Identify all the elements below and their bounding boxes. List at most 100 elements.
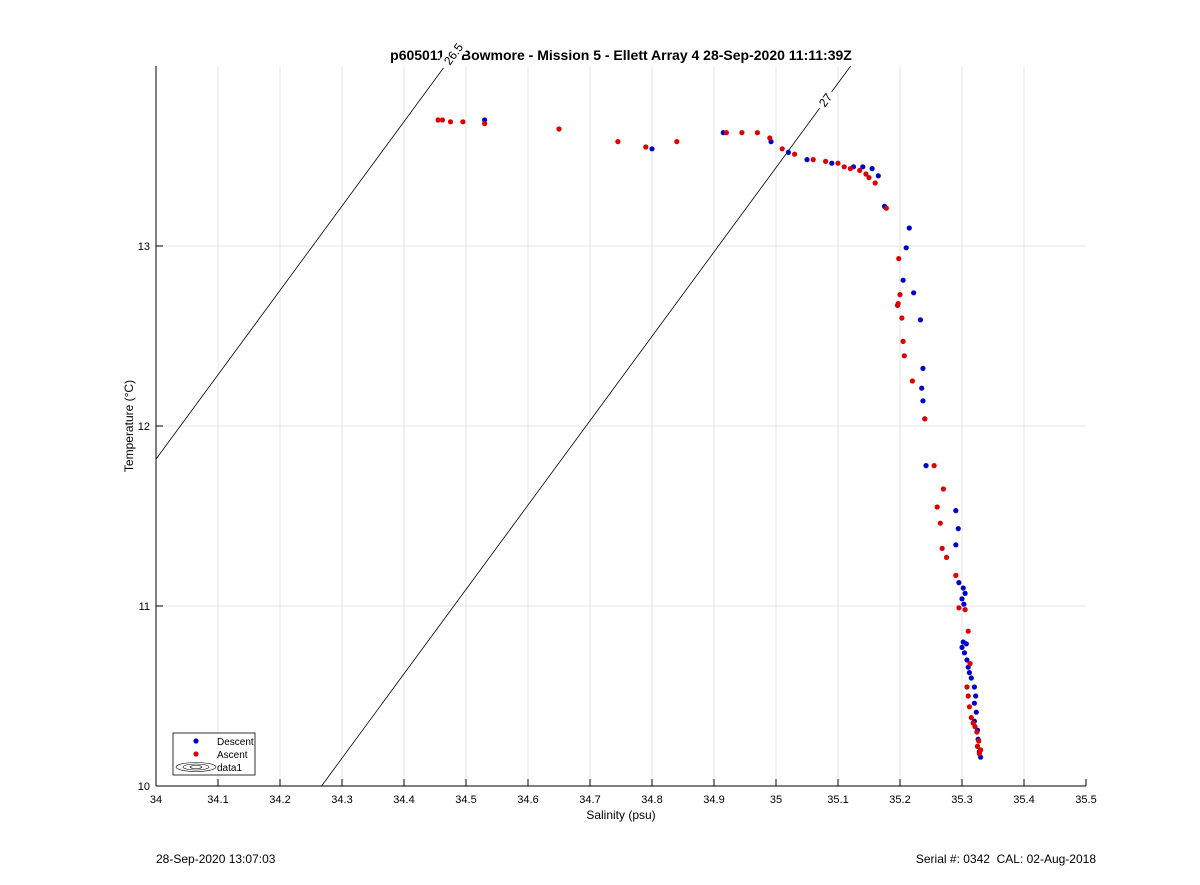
ascent-point	[976, 738, 982, 744]
ascent-point	[900, 338, 906, 344]
y-tick-label: 10	[138, 781, 150, 793]
descent-point	[959, 596, 965, 602]
descent-point	[963, 641, 969, 647]
ascent-point	[841, 164, 847, 170]
x-tick-label: 35.2	[889, 794, 910, 806]
ascent-point	[965, 628, 971, 634]
ascent-point	[435, 117, 441, 123]
ascent-point	[939, 545, 945, 552]
descent-point	[917, 317, 924, 323]
grid-lines	[156, 66, 1086, 786]
ascent-point	[767, 135, 773, 141]
x-tick-label: 35.1	[827, 794, 848, 806]
contour-line-27	[321, 65, 851, 787]
ascent-point	[754, 130, 761, 136]
ascent-point	[934, 504, 940, 510]
ascent-point	[940, 486, 947, 492]
ascent-point	[894, 302, 901, 308]
ascent-point	[974, 743, 981, 750]
contour-label-27: 27	[813, 87, 838, 113]
ascent-point	[966, 704, 973, 710]
descent-point	[923, 463, 929, 469]
x-tick-label: 35	[770, 794, 782, 806]
ascent-point	[953, 572, 959, 579]
x-tick-label: 34.2	[269, 794, 290, 806]
ascent-point	[968, 715, 974, 721]
ascent-point	[967, 661, 973, 667]
legend-contour-icon	[175, 762, 217, 772]
descent-point	[961, 601, 967, 607]
x-tick-label: 34.5	[455, 794, 476, 806]
descent-point	[964, 657, 970, 663]
descent-point	[911, 290, 917, 296]
descent-point	[956, 580, 962, 586]
ascent-point	[909, 378, 916, 384]
descent-point	[961, 650, 968, 656]
descent-point	[860, 164, 866, 170]
ascent-point	[823, 158, 829, 164]
descent-point	[482, 117, 488, 123]
x-tick-label: 34.6	[517, 794, 538, 806]
ascent-point	[922, 416, 928, 422]
descent-point	[906, 225, 912, 231]
ascent-point	[897, 292, 903, 298]
chart-title: p6050113: Bowmore - Mission 5 - Ellett A…	[390, 47, 852, 63]
ascent-point	[899, 315, 905, 321]
axes: 34 34.1 34.2 34.3 34.4 34.5 34.6 34.7 34.8 34.9 35…	[138, 66, 1097, 806]
x-tick-label: 35.3	[951, 794, 972, 806]
ascent-point	[965, 693, 971, 699]
descent-point	[649, 146, 655, 152]
x-axis-label: Salinity (psu)	[586, 808, 655, 822]
descent-point	[875, 173, 881, 179]
ascent-point	[447, 119, 454, 125]
legend: Descent Ascent data1	[172, 732, 256, 776]
descent-point	[903, 245, 909, 251]
descent-point	[919, 385, 925, 391]
legend-descent-marker	[193, 738, 199, 744]
descent-point	[971, 684, 978, 690]
ascent-point	[739, 130, 745, 136]
ascent-point	[962, 607, 968, 613]
x-tick-label: 34.7	[579, 794, 600, 806]
ascent-point	[943, 554, 950, 561]
x-tick-label: 35.4	[1013, 794, 1034, 806]
y-tick-label: 11	[139, 601, 150, 613]
y-tick-label: 12	[138, 421, 150, 433]
x-tick-label: 35.5	[1075, 794, 1096, 806]
x-tick-label: 34.9	[703, 794, 724, 806]
descent-point	[973, 709, 979, 715]
ascent-point	[615, 139, 621, 145]
x-tick-label: 34.4	[393, 794, 414, 806]
legend-ascent-label: Ascent	[217, 750, 248, 761]
x-tick-label: 34.8	[641, 794, 662, 806]
y-axis-label: Temperature (°C)	[122, 380, 136, 472]
footer-timestamp: 28-Sep-2020 13:07:03	[156, 852, 276, 866]
ascent-point	[937, 520, 943, 526]
ascent-point	[439, 117, 446, 123]
ascent-point	[974, 729, 980, 735]
ascent-point	[460, 119, 466, 125]
ascent-point	[866, 175, 872, 181]
descent-point	[966, 670, 973, 676]
density-contours: 25.52626262626.526.526.526.526.5272727	[155, 40, 851, 787]
x-tick-label: 34.1	[207, 794, 228, 806]
data-series	[435, 117, 984, 760]
descent-point	[955, 526, 961, 532]
ascent-point	[847, 166, 854, 172]
x-tick-label: 34.3	[331, 794, 352, 806]
descent-point	[953, 542, 959, 548]
descent-point	[920, 365, 926, 371]
legend-ascent-marker	[193, 751, 199, 757]
legend-descent-label: Descent	[217, 737, 254, 748]
descent-point	[960, 585, 966, 591]
descent-point	[920, 398, 926, 404]
descent-point	[829, 160, 835, 166]
ascent-point	[482, 121, 488, 127]
y-tick-label: 13	[138, 241, 150, 253]
descent-point	[968, 675, 974, 681]
ascent-point	[643, 144, 649, 150]
ascent-point	[872, 180, 878, 186]
ascent-point	[931, 463, 937, 469]
descent-point	[962, 590, 968, 597]
descent-point	[973, 693, 979, 699]
